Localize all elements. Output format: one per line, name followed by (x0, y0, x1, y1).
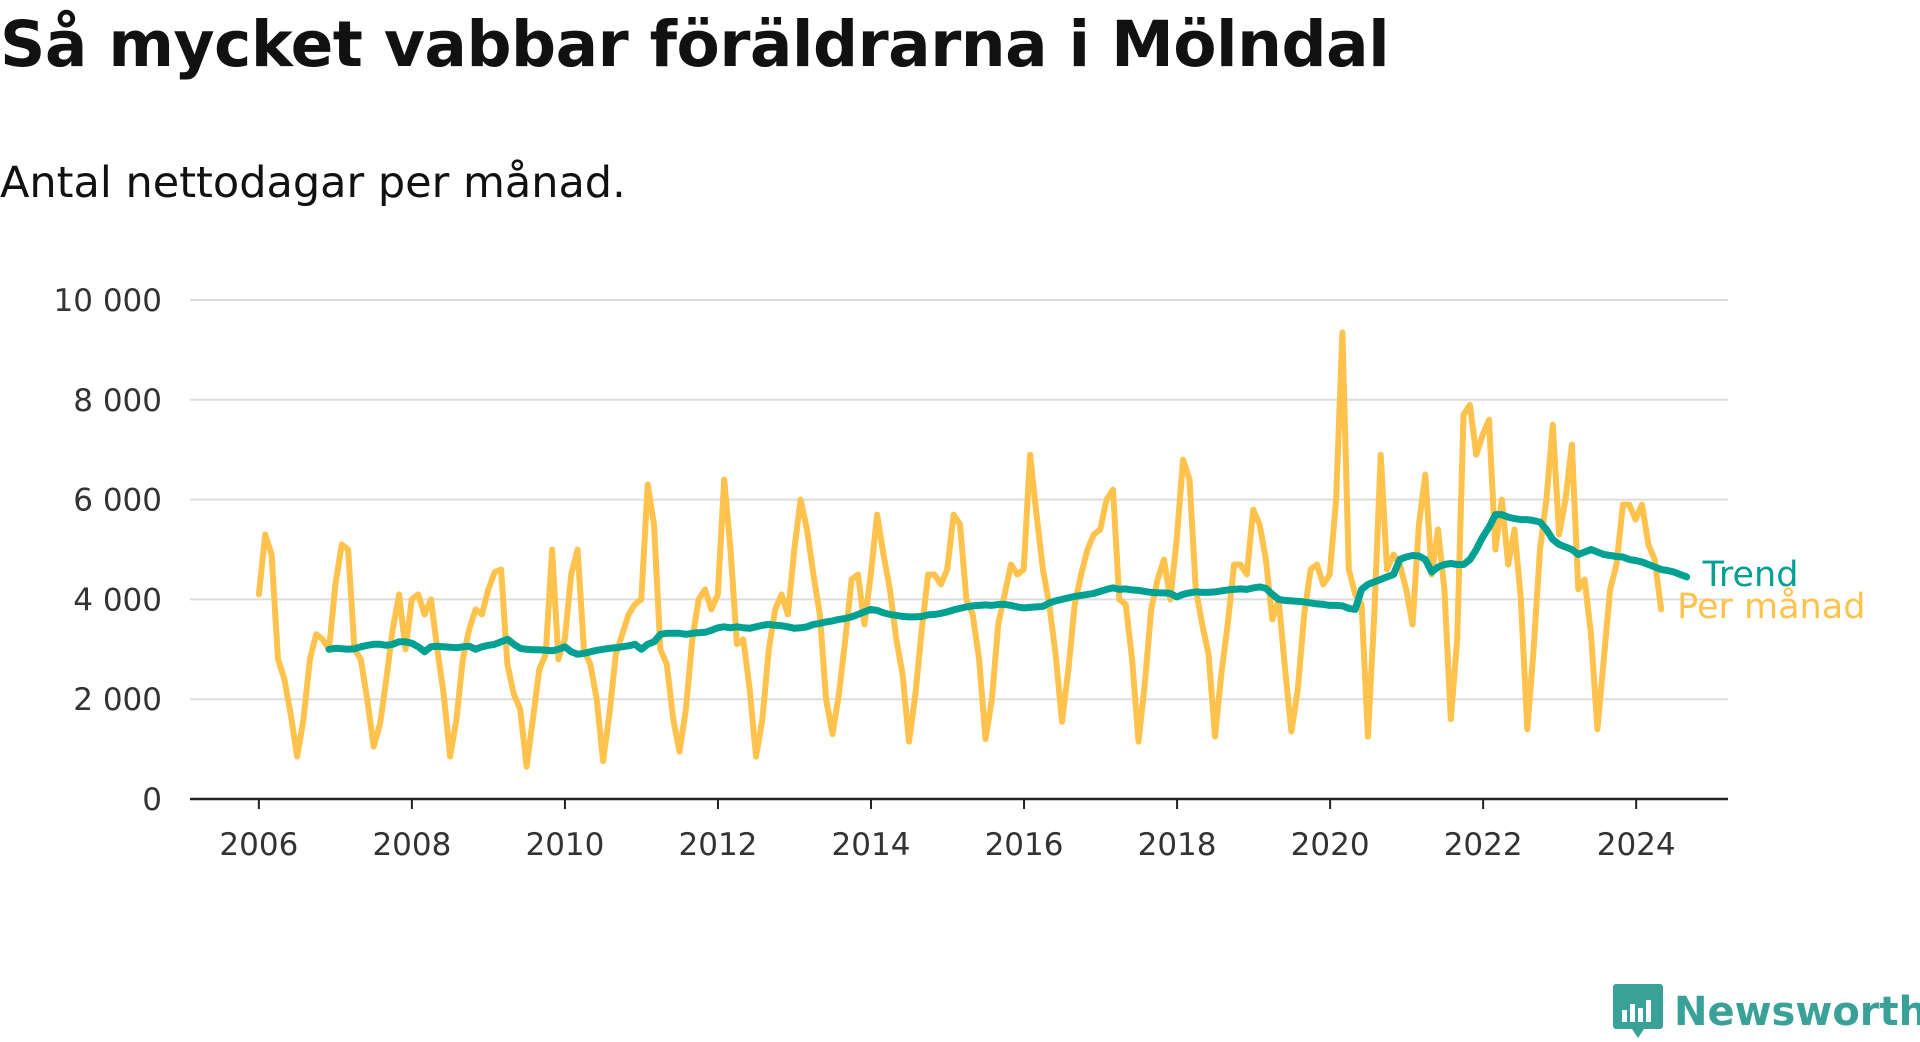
legend-label-per-manad: Per månad (1677, 586, 1865, 627)
series-line-per-manad (255, 329, 1665, 770)
chart-title: Så mycket vabbar föräldrarna i Mölndal (0, 8, 1390, 81)
y-tick-label: 6 000 (73, 483, 162, 519)
chart-subtitle: Antal nettodagar per månad. (0, 158, 626, 208)
x-tick-label: 2018 (1138, 827, 1217, 863)
y-tick-label: 10 000 (54, 283, 162, 319)
y-tick-label: 4 000 (73, 582, 162, 618)
legend-label-trend: Trend (1702, 555, 1799, 595)
series-lines (255, 329, 1691, 770)
x-tick-label: 2024 (1597, 827, 1676, 863)
y-axis-ticks: 0 2 000 4 000 6 000 8 000 10 000 (54, 283, 162, 818)
x-tick-label: 2016 (985, 827, 1064, 863)
x-axis: 2006 2008 2010 2012 2014 2016 2018 2020 2022 2024 (190, 797, 1728, 863)
x-tick-label: 2006 (219, 827, 298, 863)
x-tick-label: 2022 (1444, 827, 1523, 863)
x-tick-label: 2010 (525, 827, 604, 863)
newsworthy-logo-icon (1613, 984, 1663, 1038)
series-line-trend (325, 511, 1691, 658)
brand-name: Newsworthy (1674, 989, 1920, 1035)
y-tick-label: 2 000 (73, 682, 162, 718)
x-tick-label: 2014 (832, 827, 911, 863)
y-tick-label: 0 (142, 782, 162, 818)
x-tick-label: 2008 (372, 827, 451, 863)
brand-logo[interactable]: Newsworthy (1612, 982, 1920, 1042)
x-tick-label: 2020 (1291, 827, 1370, 863)
y-tick-label: 8 000 (73, 383, 162, 419)
grid-lines (190, 299, 1728, 701)
x-tick-label: 2012 (679, 827, 758, 863)
